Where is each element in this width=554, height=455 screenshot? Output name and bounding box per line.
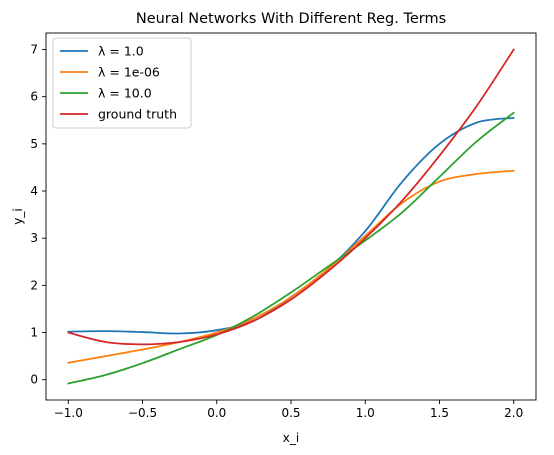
- x-tick-label: 1.0: [356, 406, 375, 420]
- x-tick-label: −1.0: [54, 406, 83, 420]
- x-axis-label: x_i: [283, 431, 299, 445]
- y-tick-label: 6: [30, 90, 38, 104]
- y-tick-label: 0: [30, 373, 38, 387]
- x-tick-label: −0.5: [128, 406, 157, 420]
- legend-label: λ = 10.0: [98, 86, 152, 101]
- x-tick-label: 0.0: [207, 406, 226, 420]
- legend: λ = 1.0 λ = 1e-06 λ = 10.0 ground truth: [52, 37, 192, 129]
- chart-title: Neural Networks With Different Reg. Term…: [136, 11, 446, 27]
- series-line-2: [67, 111, 515, 385]
- series-line-3: [67, 48, 515, 346]
- y-tick-label: 7: [30, 43, 38, 57]
- x-tick-label: 1.5: [430, 406, 449, 420]
- x-axis: −1.0 −0.5 0.0 0.5 1.0 1.5 2.0: [54, 400, 523, 420]
- y-tick-label: 2: [30, 278, 38, 292]
- legend-box: [52, 37, 192, 129]
- y-axis-label: y_i: [11, 208, 25, 224]
- x-tick-label: 2.0: [504, 406, 523, 420]
- y-tick-label: 4: [30, 184, 38, 198]
- y-tick-label: 1: [30, 326, 38, 340]
- y-tick-label: 3: [30, 231, 38, 245]
- y-tick-label: 5: [30, 137, 38, 151]
- x-tick-label: 0.5: [281, 406, 300, 420]
- series-line-1: [67, 169, 515, 364]
- legend-label: ground truth: [98, 107, 177, 122]
- legend-label: λ = 1.0: [98, 44, 144, 59]
- legend-label: λ = 1e-06: [98, 65, 160, 80]
- y-axis: 0 1 2 3 4 5 6 7: [30, 43, 46, 387]
- series-layer: [67, 48, 515, 385]
